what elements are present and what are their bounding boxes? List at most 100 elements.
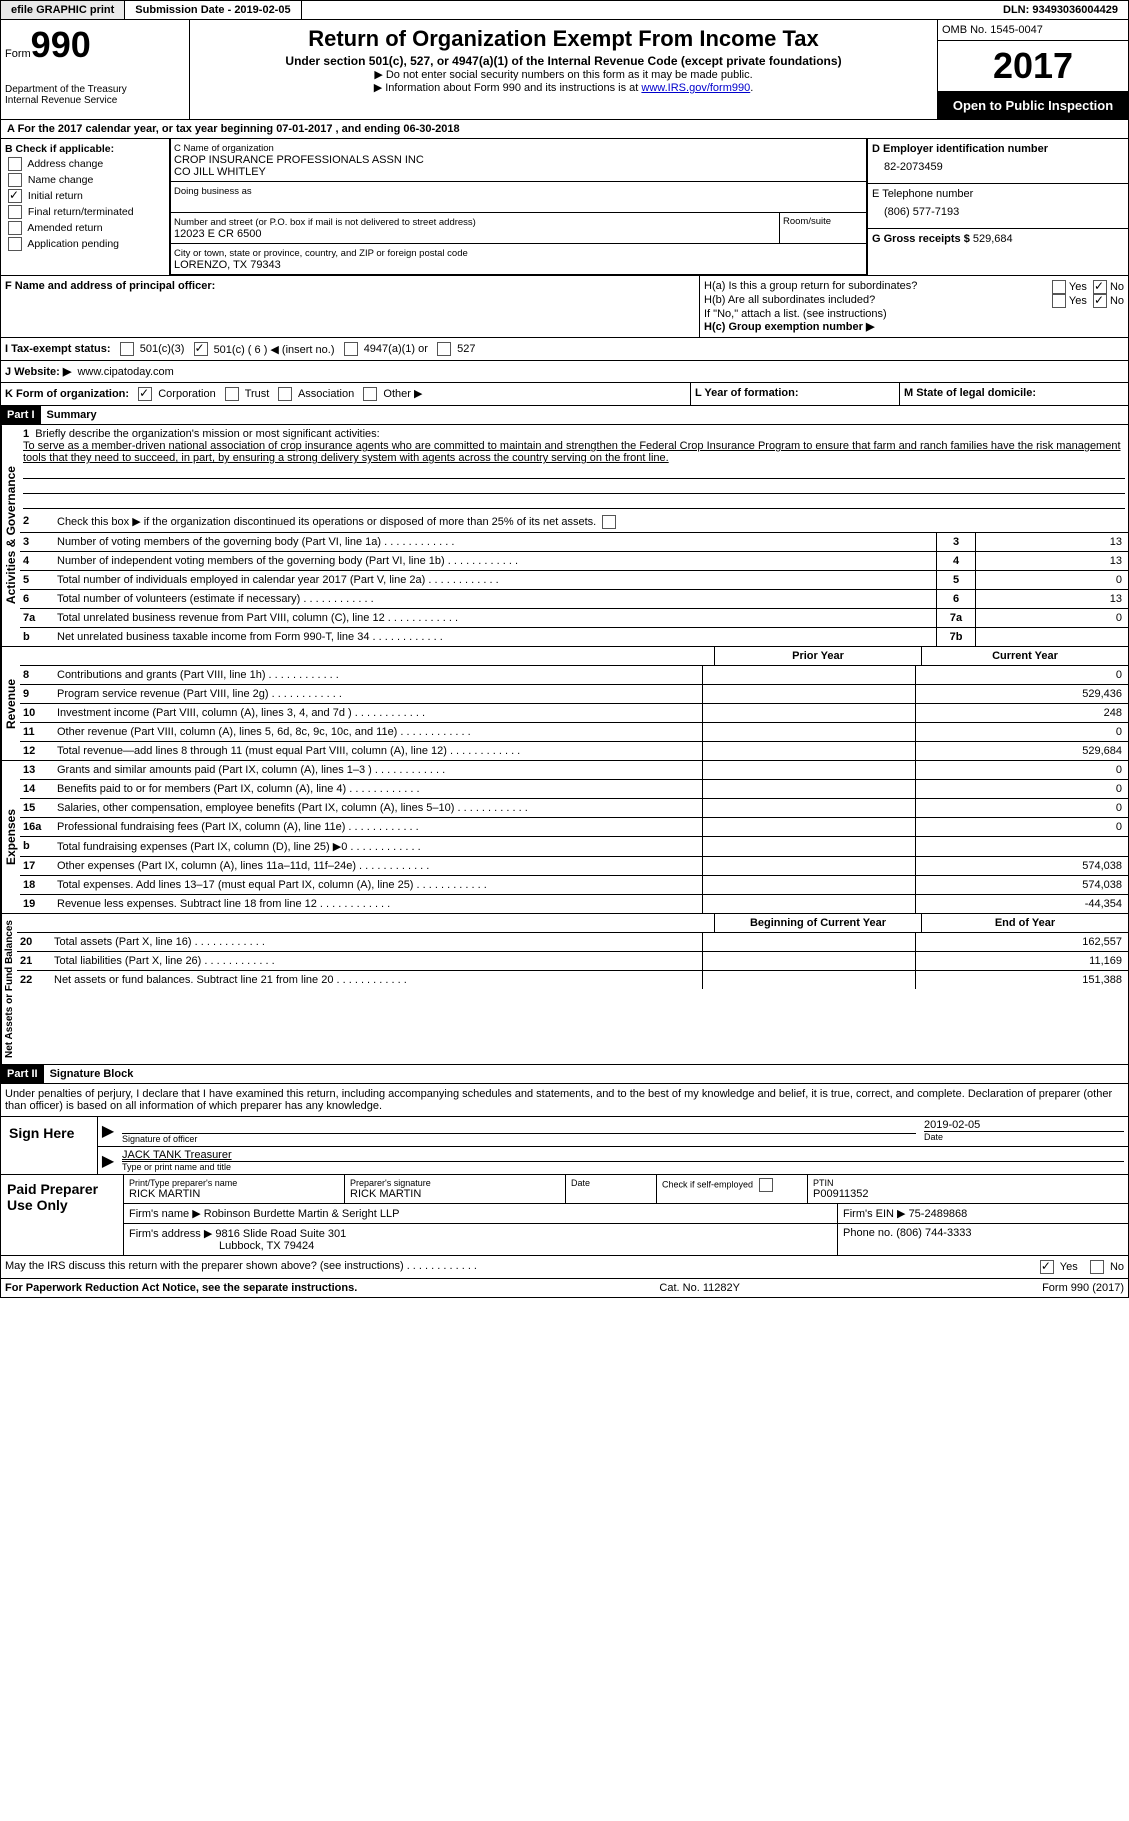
line-desc: Program service revenue (Part VIII, line… bbox=[54, 685, 702, 703]
line-desc: Total revenue—add lines 8 through 11 (mu… bbox=[54, 742, 702, 760]
line-num: 16a bbox=[20, 818, 54, 836]
irs-link[interactable]: www.IRS.gov/form990 bbox=[641, 82, 750, 94]
line-prior-value bbox=[702, 799, 915, 817]
check-address-change[interactable] bbox=[8, 157, 22, 171]
line-num: 6 bbox=[20, 590, 54, 608]
top-bar: efile GRAPHIC print Submission Date - 20… bbox=[0, 0, 1129, 20]
line-prior-value bbox=[702, 952, 915, 970]
discuss-no[interactable] bbox=[1090, 1260, 1104, 1274]
check-discontinued[interactable] bbox=[602, 515, 616, 529]
line-prior-value bbox=[702, 723, 915, 741]
line-prior-value bbox=[702, 933, 915, 951]
omb-number: OMB No. 1545-0047 bbox=[938, 20, 1128, 41]
check-other[interactable] bbox=[363, 387, 377, 401]
line-desc: Salaries, other compensation, employee b… bbox=[54, 799, 702, 817]
line-box: 3 bbox=[936, 533, 975, 551]
line-current-value bbox=[915, 837, 1128, 856]
check-application-pending[interactable] bbox=[8, 237, 22, 251]
col-current-year: Current Year bbox=[921, 647, 1128, 665]
check-initial-return[interactable] bbox=[8, 189, 22, 203]
label-name-change: Name change bbox=[28, 174, 93, 186]
discuss-yes[interactable] bbox=[1040, 1260, 1054, 1274]
check-self-employed[interactable] bbox=[759, 1178, 773, 1192]
label-amended-return: Amended return bbox=[27, 222, 102, 234]
check-corporation[interactable] bbox=[138, 387, 152, 401]
line-desc: Total number of volunteers (estimate if … bbox=[54, 590, 936, 608]
line-desc: Number of voting members of the governin… bbox=[54, 533, 936, 551]
discuss-question: May the IRS discuss this return with the… bbox=[5, 1260, 404, 1272]
check-name-change[interactable] bbox=[8, 173, 22, 187]
line-desc: Professional fundraising fees (Part IX, … bbox=[54, 818, 702, 836]
line-box: 7b bbox=[936, 628, 975, 646]
box-h: H(a) Is this a group return for subordin… bbox=[700, 276, 1128, 337]
line-num: 5 bbox=[20, 571, 54, 589]
check-final-return[interactable] bbox=[8, 205, 22, 219]
line-prior-value bbox=[702, 857, 915, 875]
line-desc: Total assets (Part X, line 16) bbox=[51, 933, 702, 951]
line-prior-value bbox=[702, 971, 915, 989]
label-other: Other ▶ bbox=[383, 388, 422, 400]
yes-label: Yes bbox=[1069, 295, 1087, 307]
col-beginning-year: Beginning of Current Year bbox=[714, 914, 921, 932]
h-b-label: H(b) Are all subordinates included? bbox=[704, 294, 875, 308]
line-num: 21 bbox=[17, 952, 51, 970]
yes-label: Yes bbox=[1060, 1261, 1078, 1273]
efile-print-button[interactable]: efile GRAPHIC print bbox=[1, 1, 125, 19]
ptin-value: P00911352 bbox=[813, 1188, 868, 1200]
line-prior-value bbox=[702, 818, 915, 836]
line-current-value: 0 bbox=[915, 780, 1128, 798]
box-j-label: J Website: ▶ bbox=[5, 365, 71, 378]
org-name-label: C Name of organization bbox=[174, 143, 274, 154]
h-b-no[interactable] bbox=[1093, 294, 1107, 308]
no-label: No bbox=[1110, 295, 1124, 307]
h-a-no[interactable] bbox=[1093, 280, 1107, 294]
box-i-label: I Tax-exempt status: bbox=[5, 343, 111, 355]
part-2-title: Signature Block bbox=[44, 1065, 1128, 1083]
check-trust[interactable] bbox=[225, 387, 239, 401]
check-amended-return[interactable] bbox=[8, 221, 22, 235]
line-num: 13 bbox=[20, 761, 54, 779]
line-num: 7a bbox=[20, 609, 54, 627]
tax-year: 2017 bbox=[938, 41, 1128, 92]
vlabel-expenses: Expenses bbox=[1, 761, 20, 913]
check-association[interactable] bbox=[278, 387, 292, 401]
check-501c[interactable] bbox=[194, 342, 208, 356]
public-inspection: Open to Public Inspection bbox=[938, 92, 1128, 119]
firm-addr1: 9816 Slide Road Suite 301 bbox=[215, 1228, 346, 1240]
gross-receipts-label: G Gross receipts $ bbox=[872, 233, 970, 245]
label-527: 527 bbox=[457, 343, 475, 355]
line-prior-value bbox=[702, 761, 915, 779]
vlabel-net-assets: Net Assets or Fund Balances bbox=[1, 914, 17, 1064]
gross-receipts-value: 529,684 bbox=[973, 233, 1013, 245]
line-box: 4 bbox=[936, 552, 975, 570]
check-527[interactable] bbox=[437, 342, 451, 356]
col-end-year: End of Year bbox=[921, 914, 1128, 932]
prep-name-value: RICK MARTIN bbox=[129, 1188, 200, 1200]
line-desc: Total liabilities (Part X, line 26) bbox=[51, 952, 702, 970]
h-b-yes[interactable] bbox=[1052, 294, 1066, 308]
vlabel-activities-governance: Activities & Governance bbox=[1, 425, 20, 646]
footer-paperwork: For Paperwork Reduction Act Notice, see … bbox=[5, 1282, 357, 1294]
line-value: 13 bbox=[975, 590, 1128, 608]
prep-phone-value: (806) 744-3333 bbox=[896, 1227, 971, 1239]
check-501c3[interactable] bbox=[120, 342, 134, 356]
city-value: LORENZO, TX 79343 bbox=[174, 259, 281, 271]
check-4947[interactable] bbox=[344, 342, 358, 356]
street-value: 12023 E CR 6500 bbox=[174, 228, 261, 240]
box-f: F Name and address of principal officer: bbox=[1, 276, 700, 337]
paid-preparer-label: Paid Preparer Use Only bbox=[1, 1175, 124, 1255]
line-current-value: 0 bbox=[915, 666, 1128, 684]
dln-label: DLN: 93493036004429 bbox=[993, 1, 1128, 19]
line-current-value: 0 bbox=[915, 799, 1128, 817]
line-desc: Revenue less expenses. Subtract line 18 … bbox=[54, 895, 702, 913]
line-value: 13 bbox=[975, 533, 1128, 551]
firm-ein-value: 75-2489868 bbox=[909, 1208, 968, 1220]
line-prior-value bbox=[702, 685, 915, 703]
line-desc: Number of independent voting members of … bbox=[54, 552, 936, 570]
line-desc: Total fundraising expenses (Part IX, col… bbox=[54, 837, 702, 856]
form-subtitle: Under section 501(c), 527, or 4947(a)(1)… bbox=[198, 54, 929, 68]
org-name-2: CO JILL WHITLEY bbox=[174, 166, 266, 178]
h-a-yes[interactable] bbox=[1052, 280, 1066, 294]
label-initial-return: Initial return bbox=[28, 190, 83, 202]
sig-date-label: Date bbox=[924, 1131, 1124, 1142]
